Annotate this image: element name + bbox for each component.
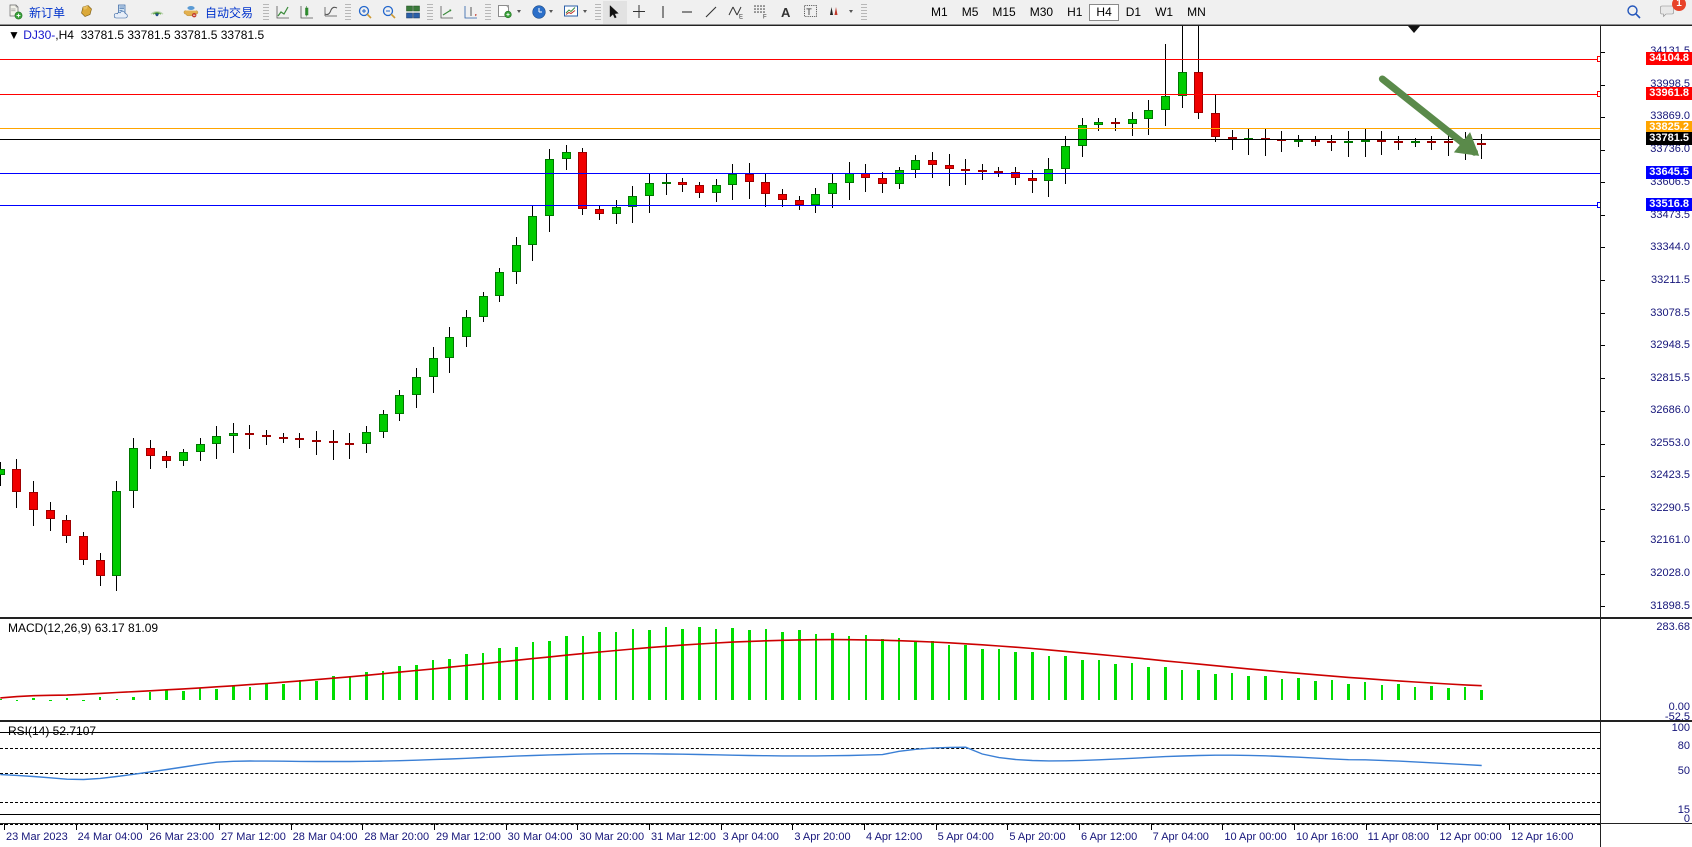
svg-text:E: E xyxy=(739,15,743,21)
svg-text:F: F xyxy=(763,15,767,21)
svg-text:T: T xyxy=(806,7,812,17)
svg-text:A: A xyxy=(781,5,791,20)
